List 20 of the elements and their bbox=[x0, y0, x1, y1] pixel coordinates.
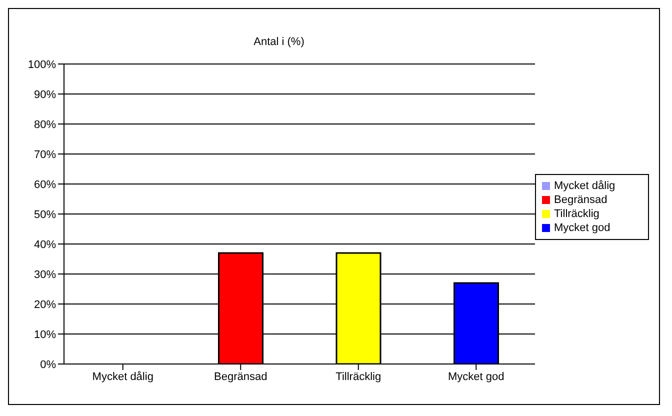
y-tick-label: 70% bbox=[34, 148, 56, 161]
y-tick-label: 80% bbox=[34, 118, 56, 131]
legend-label: Mycket dålig bbox=[554, 180, 616, 192]
x-tick-label: Begränsad bbox=[214, 370, 268, 383]
y-tick-label: 100% bbox=[28, 58, 56, 71]
x-tick-label: Tillräcklig bbox=[336, 370, 382, 383]
y-tick-label: 20% bbox=[34, 298, 56, 311]
y-tick-label: 10% bbox=[34, 328, 56, 341]
y-tick-label: 60% bbox=[34, 178, 56, 191]
y-tick-label: 90% bbox=[34, 88, 56, 101]
y-tick-label: 0% bbox=[40, 358, 56, 371]
legend-label: Tillräcklig bbox=[554, 208, 600, 220]
y-tick-label: 40% bbox=[34, 238, 56, 251]
chart-title: Antal i (%) bbox=[252, 36, 306, 48]
legend-label: Begränsad bbox=[554, 194, 608, 206]
x-tick-label: Mycket god bbox=[448, 370, 504, 383]
y-tick-label: 30% bbox=[34, 268, 56, 281]
y-tick-label: 50% bbox=[34, 208, 56, 221]
legend-label: Mycket god bbox=[554, 222, 610, 234]
x-tick-label: Mycket dålig bbox=[92, 370, 154, 383]
